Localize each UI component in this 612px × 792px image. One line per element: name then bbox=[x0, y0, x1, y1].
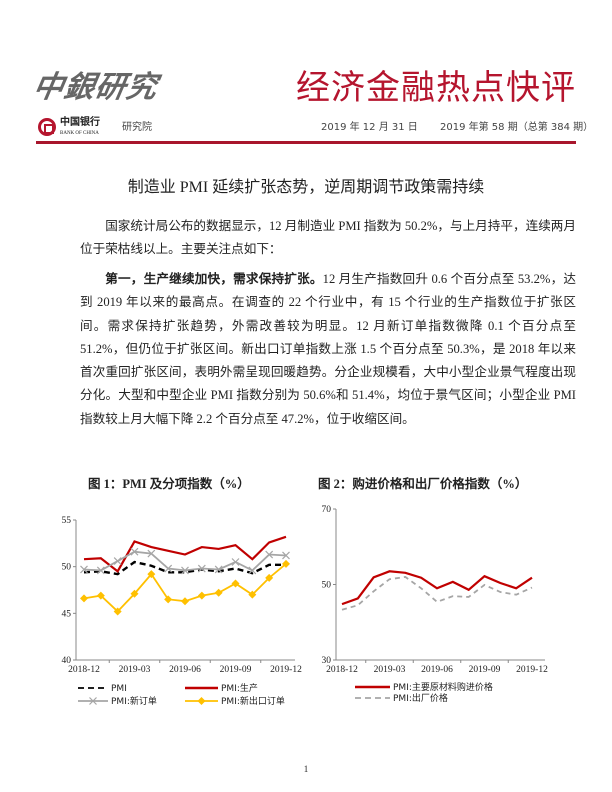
paragraph-body: 12 月生产指数回升 0.6 个百分点至 53.2%，达到 2019 年以来的最… bbox=[80, 272, 576, 426]
data-point bbox=[130, 547, 139, 556]
data-point bbox=[181, 597, 189, 606]
x-tick-label: 2019-03 bbox=[119, 665, 151, 675]
figure1-caption: 图 1：PMI 及分项指数（%） bbox=[88, 477, 250, 491]
legend-label: PMI:生产 bbox=[221, 682, 258, 694]
chart-prices: 30 50 70 2018-12 2019-03 2019-06 2019-09 2019-1… bbox=[322, 505, 549, 704]
department: 研究院 bbox=[122, 122, 152, 133]
series-line-1 bbox=[341, 576, 533, 611]
x-tick-label: 2018-12 bbox=[68, 665, 100, 675]
boc-emblem-icon bbox=[38, 118, 56, 136]
legend-label: PMI:新订单 bbox=[111, 695, 157, 707]
y-tick-label: 40 bbox=[62, 656, 72, 666]
x-tick-label: 2019-06 bbox=[169, 665, 201, 675]
figure2-caption: 图 2：购进价格和出厂价格指数（%） bbox=[318, 477, 528, 491]
data-point bbox=[147, 549, 156, 558]
data-point bbox=[181, 566, 189, 575]
y-tick-label: 45 bbox=[62, 609, 72, 619]
boc-logo-cn: 中国银行 bbox=[60, 117, 100, 128]
x-tick-label: 2019-12 bbox=[270, 665, 302, 675]
data-point bbox=[147, 570, 156, 579]
data-point bbox=[80, 565, 88, 574]
chart-pmi: 40 45 50 55 2018-12 2019-03 2019-06 2019-09 2019… bbox=[62, 516, 303, 707]
x-tick-label: 2018-12 bbox=[326, 665, 358, 675]
paragraph-intro: 国家统计局公布的数据显示，12 月制造业 PMI 指数为 50.2%，与上月持平… bbox=[80, 219, 576, 257]
series-line-0 bbox=[83, 560, 286, 576]
data-point bbox=[265, 550, 274, 559]
bank-of-china-logo: 中国银行 BANK OF CHINA bbox=[38, 117, 118, 139]
data-point bbox=[214, 565, 223, 574]
series-line-1 bbox=[83, 535, 287, 573]
research-brand-logo: 中銀研究 bbox=[30, 70, 161, 105]
legend-label: PMI:主要原材料购进价格 bbox=[393, 681, 493, 693]
data-point bbox=[197, 591, 206, 600]
header-divider bbox=[36, 141, 576, 144]
x-tick-label: 2019-09 bbox=[469, 665, 501, 675]
issue-number: 2019 年第 58 期（总第 384 期） bbox=[440, 122, 594, 133]
data-point bbox=[113, 607, 122, 616]
data-point bbox=[214, 588, 223, 597]
data-point bbox=[96, 566, 105, 575]
legend-label: PMI:出厂价格 bbox=[393, 692, 448, 704]
legend-marker bbox=[89, 697, 97, 705]
data-point bbox=[231, 579, 240, 588]
x-tick-label: 2019-03 bbox=[374, 665, 406, 675]
series-line-0 bbox=[341, 570, 533, 606]
data-point bbox=[282, 559, 290, 568]
article-headline: 制造业 PMI 延续扩张态势，逆周期调节政策需持续 bbox=[127, 179, 485, 196]
data-point bbox=[282, 551, 290, 560]
y-tick-label: 70 bbox=[322, 505, 332, 515]
data-point bbox=[113, 557, 122, 565]
paragraph-lead: 第一，生产继续加快，需求保持扩张。 bbox=[105, 272, 323, 286]
data-point bbox=[130, 589, 139, 598]
y-tick-label: 50 bbox=[62, 563, 72, 573]
legend-label: PMI bbox=[111, 684, 127, 694]
data-point bbox=[265, 573, 274, 582]
data-point bbox=[164, 564, 173, 573]
data-point bbox=[248, 566, 257, 575]
data-point bbox=[80, 594, 88, 603]
x-tick-label: 2019-06 bbox=[421, 665, 453, 675]
legend-marker bbox=[197, 697, 206, 705]
data-point bbox=[248, 590, 257, 599]
x-tick-label: 2019-09 bbox=[220, 665, 252, 675]
data-point bbox=[96, 591, 105, 600]
x-tick-label: 2019-12 bbox=[516, 665, 548, 675]
data-point bbox=[197, 564, 206, 573]
paragraph-first-point: 第一，生产继续加快，需求保持扩张。12 月生产指数回升 0.6 个百分点至 53… bbox=[80, 268, 576, 431]
y-tick-label: 50 bbox=[322, 581, 332, 591]
report-date: 2019 年 12 月 31 日 bbox=[321, 122, 418, 133]
y-tick-label: 55 bbox=[62, 516, 72, 526]
boc-logo-en: BANK OF CHINA bbox=[60, 131, 99, 136]
page-number: 1 bbox=[303, 764, 309, 774]
data-point bbox=[231, 558, 240, 566]
report-title: 经济金融热点快评 bbox=[296, 68, 576, 108]
legend-label: PMI:新出口订单 bbox=[221, 695, 285, 707]
y-tick-label: 30 bbox=[322, 656, 332, 666]
data-point bbox=[164, 595, 173, 604]
